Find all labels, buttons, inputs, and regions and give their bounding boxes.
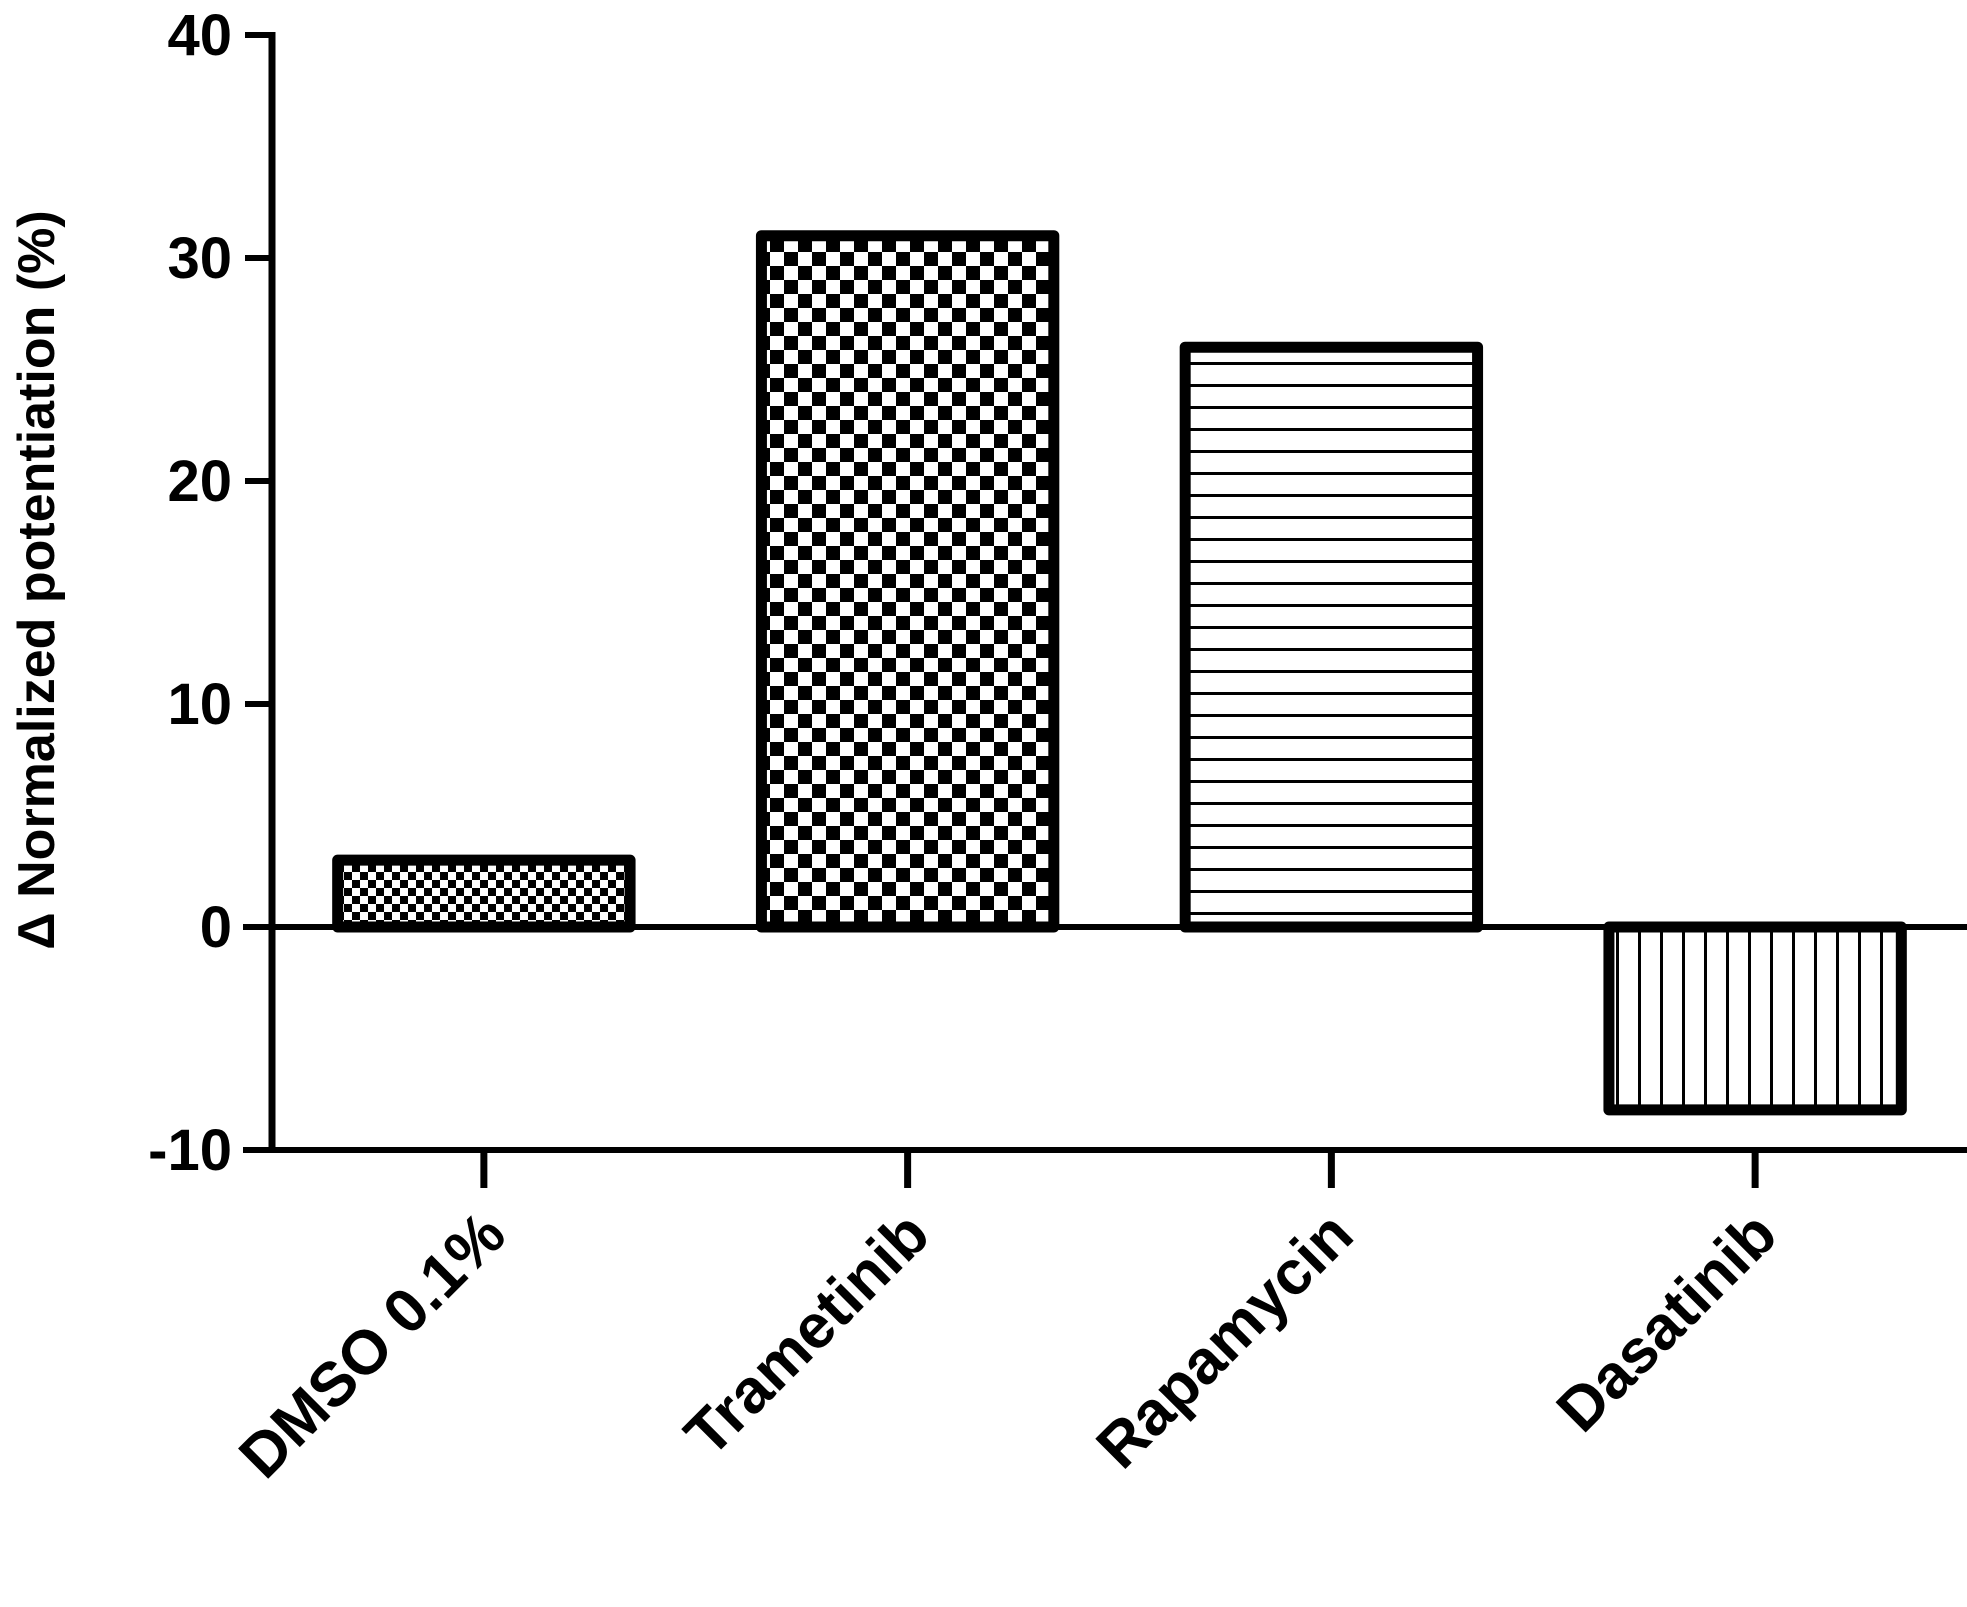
bar-dasatinib xyxy=(1603,921,1907,1116)
bar-dmso-0-1 xyxy=(332,854,636,933)
bar-rapamycin xyxy=(1179,341,1484,933)
y-tick-label: -10 xyxy=(148,1118,232,1183)
bar-trametinib xyxy=(755,230,1060,933)
x-tick-label-trametinib: Trametinib xyxy=(672,1199,942,1469)
x-tick-label-dasatinib: Dasatinib xyxy=(1544,1199,1790,1445)
y-tick-labels: 40 30 20 10 0 -10 xyxy=(148,3,232,1183)
x-tick-label-rapamycin: Rapamycin xyxy=(1084,1199,1367,1482)
y-tick-label: 40 xyxy=(167,3,232,68)
y-tick-label: 10 xyxy=(167,672,232,737)
y-tick-label: 0 xyxy=(200,895,232,960)
y-tick-label: 30 xyxy=(167,226,232,291)
y-axis-title: Δ Normalized potentiation (%) xyxy=(8,210,66,949)
bars-layer xyxy=(332,230,1907,1116)
x-tick-label-dmso-0-1: DMSO 0.1% xyxy=(226,1199,518,1491)
axes-layer xyxy=(243,32,1967,1188)
x-tick-labels: DMSO 0.1% Trametinib Rapamycin Dasatinib xyxy=(226,1199,1790,1491)
y-tick-label: 20 xyxy=(167,449,232,514)
